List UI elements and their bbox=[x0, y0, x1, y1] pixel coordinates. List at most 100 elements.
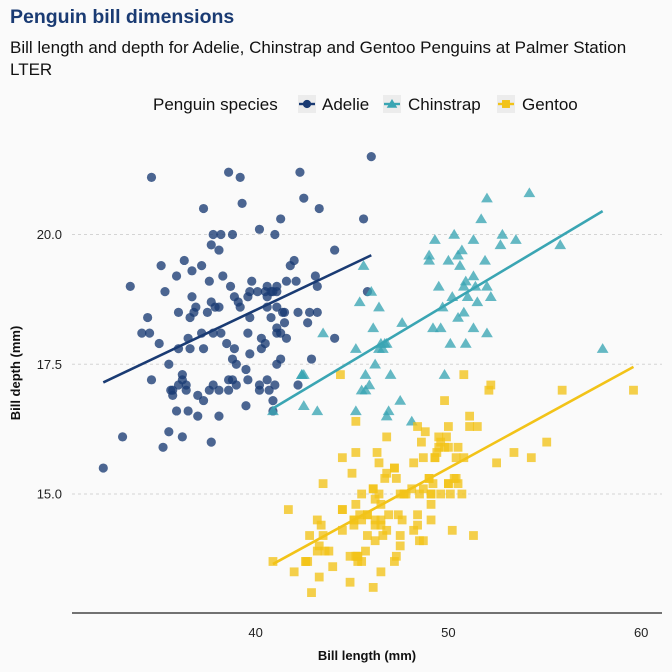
adelie-point bbox=[98, 463, 108, 473]
chinstrap-point bbox=[359, 369, 372, 379]
y-tick-labels: 15.0 17.5 20.0 bbox=[37, 227, 62, 502]
gentoo-point bbox=[395, 541, 405, 551]
chinstrap-point bbox=[496, 228, 509, 239]
adelie-point bbox=[295, 167, 305, 177]
gentoo-point bbox=[629, 385, 638, 395]
adelie-point bbox=[303, 318, 313, 328]
adelie-point bbox=[156, 261, 166, 271]
gentoo-point bbox=[351, 448, 361, 457]
chinstrap-point bbox=[510, 234, 522, 244]
gentoo-point bbox=[357, 515, 367, 525]
adelie-point bbox=[125, 281, 135, 291]
gentoo-point bbox=[316, 520, 326, 530]
adelie-point bbox=[204, 276, 214, 286]
gentoo-point bbox=[283, 505, 293, 514]
gentoo-point bbox=[418, 484, 428, 494]
gentoo-point bbox=[312, 515, 322, 525]
gentoo-point bbox=[399, 489, 409, 499]
adelie-point bbox=[314, 203, 324, 214]
gentoo-point bbox=[457, 489, 467, 499]
y-axis-title: Bill depth (mm) bbox=[8, 326, 23, 421]
adelie-point bbox=[241, 364, 251, 375]
gentoo-point bbox=[363, 531, 372, 540]
y-tick-label: 17.5 bbox=[37, 357, 62, 372]
gentoo-point bbox=[345, 577, 355, 587]
adelie-point bbox=[173, 307, 184, 317]
data-points bbox=[98, 152, 638, 598]
chinstrap-point bbox=[452, 249, 464, 260]
adelie-point bbox=[202, 307, 212, 317]
adelie-point bbox=[229, 344, 239, 354]
gentoo-point bbox=[413, 510, 422, 520]
x-tick-label: 60 bbox=[634, 625, 648, 640]
gentoo-point bbox=[382, 468, 392, 478]
chinstrap-point bbox=[523, 187, 536, 198]
legend-key-adelie bbox=[302, 99, 312, 109]
gentoo-point bbox=[442, 432, 451, 442]
chinstrap-point bbox=[376, 343, 389, 353]
chinstrap-point bbox=[311, 405, 324, 416]
chinstrap-point bbox=[475, 213, 488, 224]
adelie-point bbox=[276, 214, 286, 224]
adelie-point bbox=[312, 281, 322, 291]
adelie-point bbox=[214, 245, 224, 255]
gentoo-point bbox=[390, 463, 399, 473]
adelie-point bbox=[198, 203, 209, 214]
gentoo-point bbox=[393, 510, 403, 520]
gentoo-point bbox=[409, 458, 419, 468]
adelie-point bbox=[237, 198, 247, 208]
gentoo-point bbox=[305, 531, 314, 540]
gentoo-point bbox=[314, 541, 324, 551]
gentoo-point bbox=[449, 474, 459, 483]
adelie-fit-line bbox=[102, 254, 372, 384]
gentoo-point bbox=[353, 551, 363, 561]
chinstrap-point bbox=[394, 394, 407, 405]
gentoo-point bbox=[336, 370, 345, 380]
chinstrap-point bbox=[349, 343, 362, 353]
chinstrap-fit-line bbox=[272, 210, 604, 410]
gentoo-point bbox=[391, 474, 401, 483]
adelie-point bbox=[146, 375, 157, 385]
chinstrap-point bbox=[382, 405, 395, 416]
adelie-point bbox=[306, 354, 317, 364]
gentoo-point bbox=[363, 510, 372, 520]
gridlines bbox=[72, 234, 662, 495]
adelie-point bbox=[216, 328, 226, 338]
gentoo-point bbox=[312, 546, 322, 556]
legend-key-gentoo bbox=[502, 100, 510, 108]
x-axis-title: Bill length (mm) bbox=[318, 648, 416, 663]
adelie-point bbox=[225, 281, 236, 291]
adelie-point bbox=[224, 385, 234, 395]
chinstrap-point bbox=[467, 234, 480, 244]
chinstrap-point bbox=[457, 280, 470, 291]
gentoo-point bbox=[368, 484, 378, 494]
legend-title: Penguin species bbox=[153, 95, 278, 114]
adelie-point bbox=[177, 370, 187, 380]
chinstrap-point bbox=[444, 337, 457, 348]
adelie-point bbox=[198, 395, 209, 406]
gentoo-point bbox=[557, 385, 567, 395]
gentoo-point bbox=[426, 499, 436, 509]
chinstrap-point bbox=[427, 322, 439, 333]
gentoo-point bbox=[391, 551, 401, 561]
chinstrap-point bbox=[317, 327, 329, 338]
chinstrap-point bbox=[357, 260, 370, 270]
gentoo-point bbox=[434, 432, 444, 442]
adelie-point bbox=[330, 245, 340, 255]
gentoo-point bbox=[337, 453, 347, 463]
adelie-point bbox=[144, 328, 155, 338]
gentoo-point bbox=[357, 489, 367, 499]
gentoo-point bbox=[328, 562, 338, 572]
chinstrap-point bbox=[373, 301, 385, 312]
adelie-point bbox=[179, 255, 189, 266]
chinstrap-point bbox=[367, 322, 380, 333]
gentoo-point bbox=[453, 479, 463, 489]
adelie-point bbox=[260, 338, 270, 349]
gentoo-point bbox=[345, 551, 355, 561]
gentoo-point bbox=[434, 442, 444, 452]
gentoo-point bbox=[382, 432, 392, 442]
chinstrap-point bbox=[442, 254, 455, 265]
adelie-point bbox=[224, 167, 234, 177]
chinstrap-point bbox=[438, 369, 451, 379]
